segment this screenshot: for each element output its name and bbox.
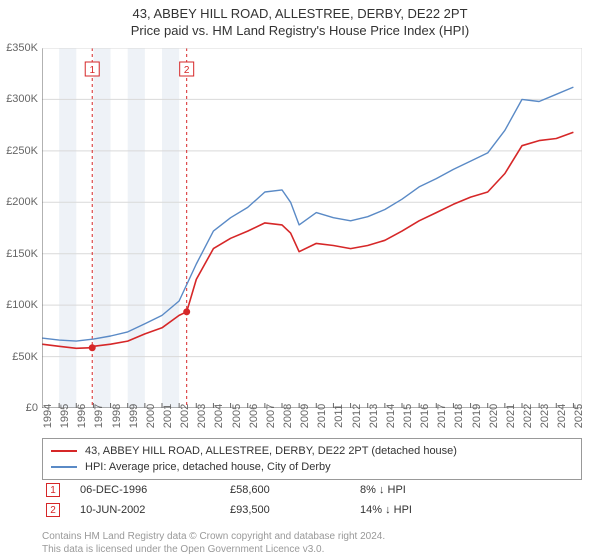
x-tick-label: 2005	[231, 404, 243, 428]
title-line-2: Price paid vs. HM Land Registry's House …	[0, 23, 600, 38]
x-tick-label: 1995	[59, 404, 71, 428]
y-tick-label: £150K	[6, 248, 38, 260]
x-tick-label: 2000	[145, 404, 157, 428]
x-tick-label: 1997	[93, 404, 105, 428]
sale-date-2: 10-JUN-2002	[80, 504, 230, 516]
legend-item-price-paid: 43, ABBEY HILL ROAD, ALLESTREE, DERBY, D…	[51, 443, 573, 459]
x-tick-label: 2020	[488, 404, 500, 428]
legend-swatch-price-paid	[51, 450, 77, 452]
x-tick-label: 2024	[556, 404, 568, 428]
y-tick-label: £300K	[6, 93, 38, 105]
legend-label-price-paid: 43, ABBEY HILL ROAD, ALLESTREE, DERBY, D…	[85, 445, 457, 457]
x-tick-label: 1999	[128, 404, 140, 428]
x-tick-label: 2025	[573, 404, 585, 428]
legend-label-hpi: HPI: Average price, detached house, City…	[85, 461, 331, 473]
legend: 43, ABBEY HILL ROAD, ALLESTREE, DERBY, D…	[42, 438, 582, 480]
x-tick-label: 2016	[419, 404, 431, 428]
x-tick-label: 1996	[76, 404, 88, 428]
x-tick-label: 2009	[299, 404, 311, 428]
line-chart: 12	[42, 48, 582, 408]
sale-marker-2: 2	[46, 503, 60, 517]
x-tick-label: 2004	[213, 404, 225, 428]
x-tick-label: 2017	[436, 404, 448, 428]
sale-row-1: 1 06-DEC-1996 £58,600 8% ↓ HPI	[42, 480, 582, 500]
x-tick-label: 2018	[453, 404, 465, 428]
x-tick-label: 2014	[385, 404, 397, 428]
sale-price-2: £93,500	[230, 504, 360, 516]
sale-marker-1: 1	[46, 483, 60, 497]
y-tick-label: £0	[26, 402, 38, 414]
y-tick-label: £350K	[6, 42, 38, 54]
x-tick-label: 2021	[505, 404, 517, 428]
svg-text:2: 2	[184, 65, 190, 76]
y-tick-label: £200K	[6, 196, 38, 208]
x-tick-label: 2010	[316, 404, 328, 428]
x-tick-label: 2007	[265, 404, 277, 428]
y-tick-label: £250K	[6, 145, 38, 157]
x-tick-label: 2011	[333, 404, 345, 428]
x-tick-label: 2015	[402, 404, 414, 428]
x-tick-label: 2008	[282, 404, 294, 428]
sale-price-1: £58,600	[230, 484, 360, 496]
x-tick-label: 2023	[539, 404, 551, 428]
x-tick-label: 1998	[111, 404, 123, 428]
sale-row-2: 2 10-JUN-2002 £93,500 14% ↓ HPI	[42, 500, 582, 520]
x-tick-label: 2012	[351, 404, 363, 428]
title-line-1: 43, ABBEY HILL ROAD, ALLESTREE, DERBY, D…	[0, 6, 600, 21]
footer-line-1: Contains HM Land Registry data © Crown c…	[42, 531, 385, 544]
svg-text:1: 1	[89, 65, 95, 76]
x-tick-label: 2013	[368, 404, 380, 428]
chart-area: 12 £0£50K£100K£150K£200K£250K£300K£350K1…	[42, 48, 582, 408]
legend-swatch-hpi	[51, 466, 77, 468]
x-tick-label: 1994	[42, 404, 54, 428]
footer-line-2: This data is licensed under the Open Gov…	[42, 544, 385, 557]
footer: Contains HM Land Registry data © Crown c…	[42, 531, 385, 556]
x-tick-label: 2002	[179, 404, 191, 428]
legend-item-hpi: HPI: Average price, detached house, City…	[51, 459, 573, 475]
sale-date-1: 06-DEC-1996	[80, 484, 230, 496]
x-tick-label: 2001	[162, 404, 174, 428]
y-tick-label: £100K	[6, 299, 38, 311]
sales-table: 1 06-DEC-1996 £58,600 8% ↓ HPI 2 10-JUN-…	[42, 480, 582, 520]
x-tick-label: 2006	[248, 404, 260, 428]
x-tick-label: 2022	[522, 404, 534, 428]
sale-delta-1: 8% ↓ HPI	[360, 484, 490, 496]
x-tick-label: 2019	[471, 404, 483, 428]
y-tick-label: £50K	[12, 351, 38, 363]
x-tick-label: 2003	[196, 404, 208, 428]
sale-delta-2: 14% ↓ HPI	[360, 504, 490, 516]
